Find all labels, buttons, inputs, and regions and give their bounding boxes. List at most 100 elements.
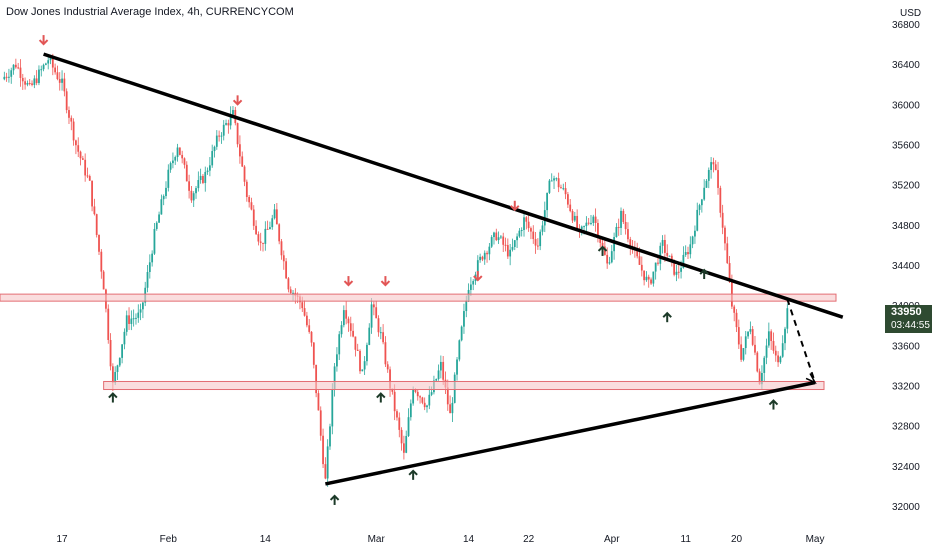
- candle-body: [747, 331, 749, 337]
- candle-body: [70, 117, 73, 122]
- candle-body: [580, 226, 583, 229]
- candle-body: [465, 300, 468, 312]
- candle-body: [749, 329, 752, 332]
- arrow-down-icon: [510, 205, 520, 212]
- y-axis: 3200032400328003320033600340003440034800…: [892, 20, 920, 513]
- candle-body: [756, 352, 759, 372]
- candle-body: [483, 252, 486, 260]
- candle-body: [310, 331, 313, 343]
- candle-body: [160, 199, 163, 215]
- candle-body: [137, 312, 140, 318]
- candle-body: [81, 158, 84, 160]
- candle-body: [192, 193, 195, 201]
- candle-body: [721, 212, 724, 228]
- arrow-down-icon: [473, 275, 483, 282]
- x-tick-label: 14: [463, 534, 475, 545]
- candle-body: [95, 214, 98, 235]
- candle-body: [624, 221, 627, 230]
- arrow-down-icon: [343, 280, 354, 287]
- candle-body: [368, 327, 371, 345]
- candle-body: [239, 144, 241, 157]
- candle-body: [169, 163, 172, 170]
- candle-body: [481, 256, 484, 260]
- candle-body: [63, 78, 66, 92]
- candle-body: [742, 348, 745, 360]
- candle-body: [520, 230, 523, 232]
- candle-body: [56, 72, 59, 80]
- candle-body: [21, 77, 24, 82]
- candle-body: [594, 216, 597, 223]
- candle-body: [382, 332, 385, 343]
- candle-body: [345, 310, 348, 319]
- candle-body: [592, 216, 595, 223]
- candle-body: [227, 123, 230, 126]
- candle-body: [146, 272, 149, 288]
- candle-body: [650, 279, 652, 284]
- candle-body: [257, 234, 260, 242]
- candle-body: [657, 262, 659, 264]
- candle-body: [615, 226, 618, 238]
- candle-body: [435, 379, 438, 381]
- arrow-down-icon: [38, 39, 49, 46]
- candle-body: [167, 169, 170, 188]
- candle-body: [516, 236, 518, 241]
- candle-body: [654, 262, 657, 272]
- arrow-up-icon: [699, 268, 709, 275]
- candle-body: [511, 246, 514, 250]
- candle-body: [386, 364, 389, 370]
- candle-body: [183, 158, 186, 165]
- candle-body: [638, 256, 641, 265]
- candle-body: [770, 331, 773, 342]
- candle-body: [774, 350, 777, 356]
- candle-body: [14, 64, 17, 68]
- candle-body: [620, 210, 622, 228]
- candle-body: [442, 361, 445, 380]
- candle-body: [213, 146, 216, 152]
- candle-body: [705, 180, 708, 188]
- arrow-up-icon: [329, 494, 340, 501]
- candle-body: [566, 194, 569, 205]
- candle-body: [645, 276, 648, 281]
- candle-body: [673, 259, 676, 275]
- y-tick-label: 33600: [892, 341, 920, 352]
- candle-body: [118, 357, 121, 366]
- candle-body: [530, 228, 532, 232]
- candle-body: [333, 366, 336, 390]
- candle-body: [125, 315, 128, 332]
- candle-body: [726, 243, 729, 264]
- candle-body: [331, 389, 334, 427]
- candle-body: [643, 270, 646, 281]
- y-tick-label: 35200: [892, 181, 920, 192]
- x-tick-label: Apr: [604, 534, 620, 545]
- candle-body: [724, 227, 726, 244]
- annotations: [0, 35, 844, 505]
- last-price-value: 33950: [891, 306, 922, 318]
- candle-body: [613, 237, 615, 252]
- candle-body: [26, 83, 29, 85]
- candle-countdown: 03:44:55: [891, 320, 930, 331]
- axis-unit: USD: [900, 8, 921, 19]
- candle-body: [84, 159, 87, 176]
- candle-body: [557, 178, 560, 188]
- x-tick-label: Feb: [160, 534, 178, 545]
- x-tick-label: 20: [731, 534, 743, 545]
- candle-body: [523, 217, 525, 231]
- candle-body: [208, 165, 211, 171]
- candle-body: [54, 67, 57, 73]
- candle-body: [44, 63, 47, 65]
- x-tick-label: 11: [681, 534, 692, 545]
- arrow-up-icon: [768, 399, 779, 406]
- candle-body: [42, 64, 45, 70]
- candle-body: [107, 308, 110, 341]
- candle-body: [534, 239, 537, 246]
- candle-body: [98, 234, 100, 252]
- candle-body: [590, 222, 592, 224]
- candle-body: [456, 359, 458, 375]
- candle-body: [356, 349, 359, 351]
- candle-body: [366, 344, 368, 362]
- candle-body: [24, 81, 26, 85]
- candle-body: [479, 256, 482, 261]
- candle-body: [342, 310, 345, 326]
- candle-body: [765, 345, 768, 358]
